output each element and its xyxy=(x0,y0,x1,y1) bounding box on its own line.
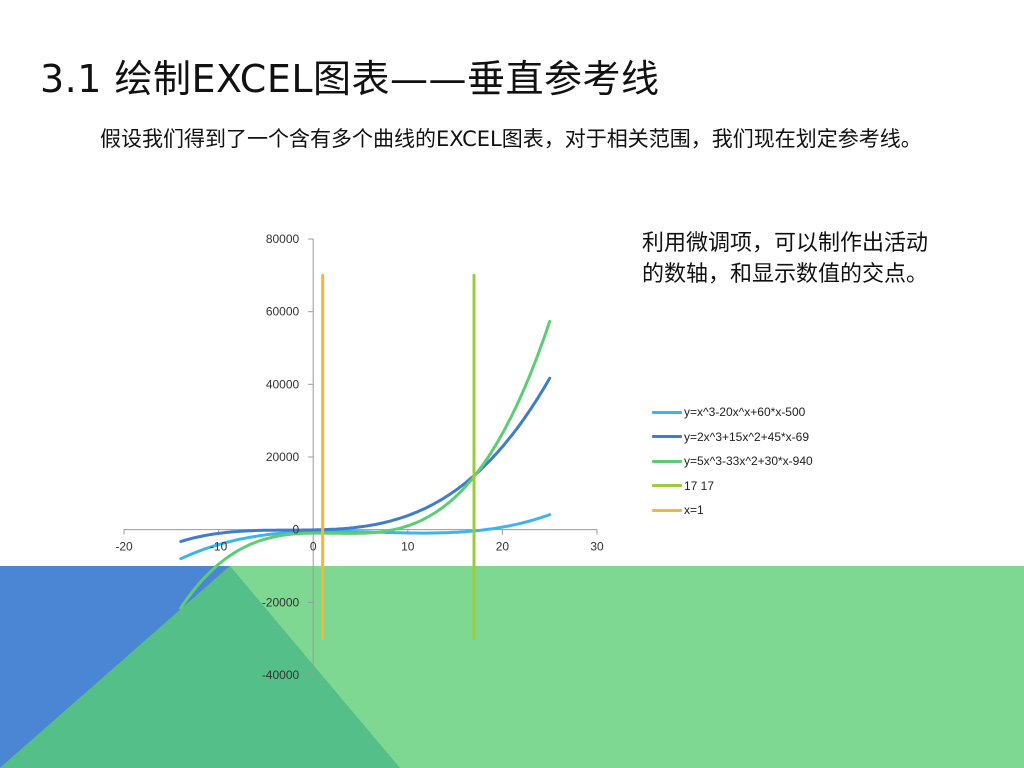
intro-paragraph: 假设我们得到了一个含有多个曲线的EXCEL图表，对于相关范围，我们现在划定参考线… xyxy=(100,127,922,151)
legend-swatch xyxy=(652,508,682,512)
y-tick-label: 0 xyxy=(293,523,300,537)
x-tick-label: -10 xyxy=(210,540,228,554)
legend-swatch xyxy=(652,484,682,488)
x-tick-label: 20 xyxy=(496,540,510,554)
page-title: 3.1 绘制EXCEL图表——垂直参考线 xyxy=(40,57,660,101)
x-tick-label: 30 xyxy=(590,540,604,554)
chart-legend: y=x^3-20x^x+60*x-500 y=2x^3+15x^2+45*x-69… xyxy=(652,400,813,523)
legend-swatch xyxy=(652,410,682,414)
x-tick-label: -20 xyxy=(115,540,133,554)
legend-label: y=2x^3+15x^2+45*x-69 xyxy=(684,429,810,444)
y-tick-label: 60000 xyxy=(266,305,300,319)
legend-label: 17 17 xyxy=(684,478,715,493)
legend-item: y=2x^3+15x^2+45*x-69 xyxy=(652,425,813,450)
overlap-block xyxy=(0,566,400,768)
legend-label: y=5x^3-33x^2+30*x-940 xyxy=(684,454,813,469)
x-tick-label: 10 xyxy=(401,540,415,554)
legend-label: x=1 xyxy=(684,503,704,518)
legend-label: y=x^3-20x^x+60*x-500 xyxy=(684,405,806,420)
series-2-line xyxy=(179,319,552,610)
legend-swatch xyxy=(652,459,682,463)
legend-item: y=x^3-20x^x+60*x-500 xyxy=(652,400,813,425)
chart-axes xyxy=(123,238,598,676)
y-tick-label: 20000 xyxy=(266,450,300,464)
y-tick-label: 40000 xyxy=(266,377,300,391)
chart-tick-labels: 80000 60000 40000 20000 0 -20000 -40000 -20 -10 0… xyxy=(115,232,604,682)
series-1-line xyxy=(179,376,552,543)
legend-swatch xyxy=(652,435,682,439)
chart-series xyxy=(179,273,552,641)
legend-item: y=5x^3-33x^2+30*x-940 xyxy=(652,449,813,474)
x-tick-label: 0 xyxy=(310,540,317,554)
side-note: 利用微调项，可以制作出活动的数轴，和显示数值的交点。 xyxy=(642,231,929,287)
y-tick-label: -20000 xyxy=(262,595,300,609)
legend-item: x=1 xyxy=(652,498,813,523)
y-tick-label: -40000 xyxy=(262,668,300,682)
y-tick-label: 80000 xyxy=(266,232,300,246)
legend-item: 17 17 xyxy=(652,474,813,499)
